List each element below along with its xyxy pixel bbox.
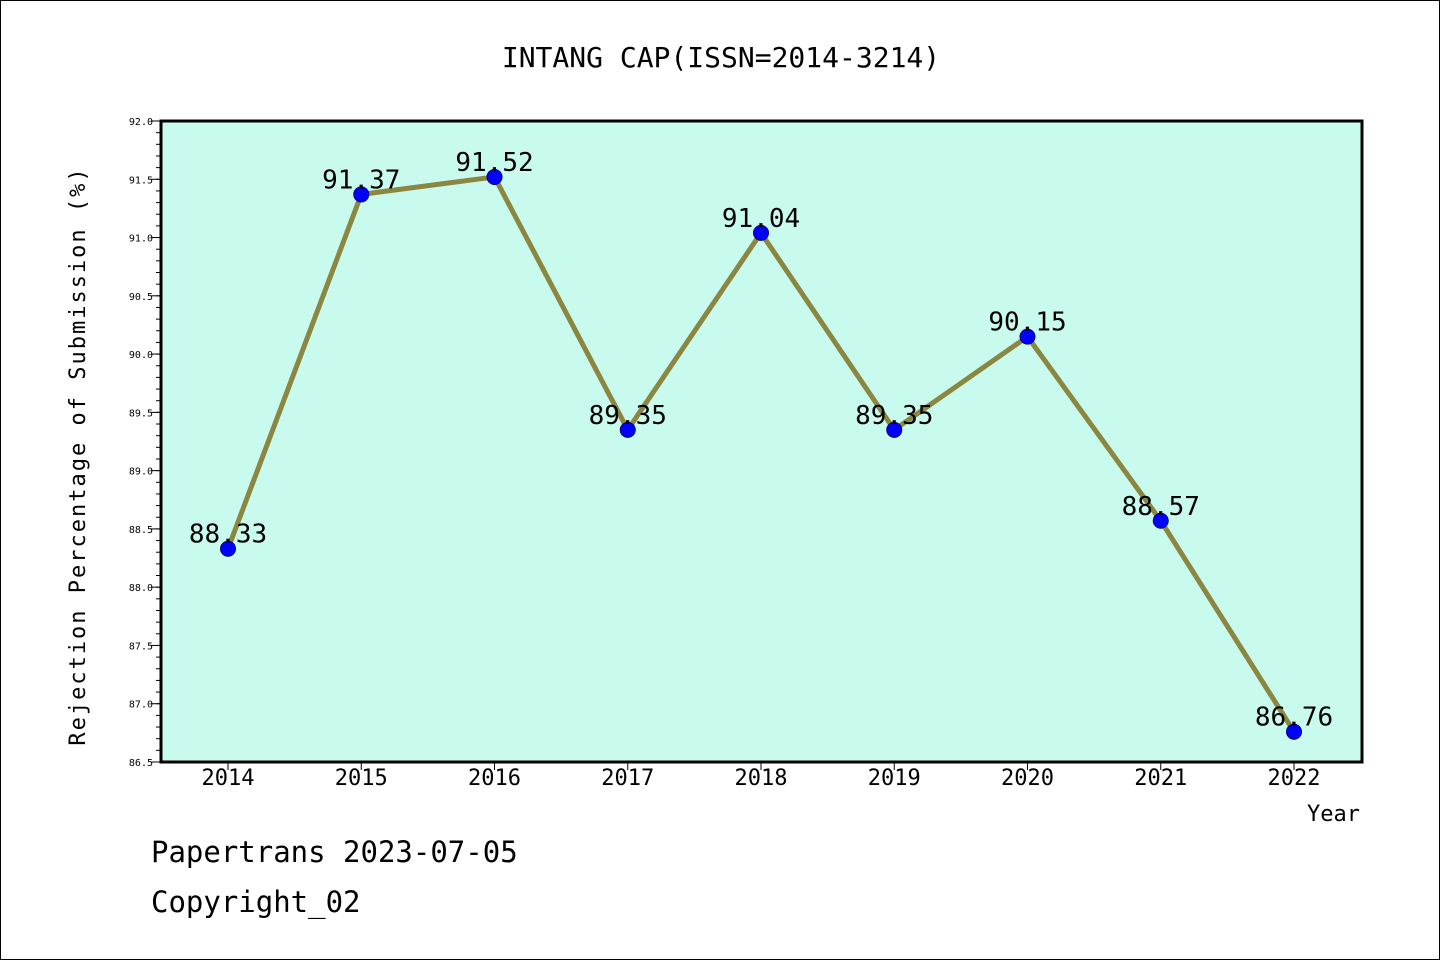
y-tick-label: 90.0: [129, 350, 153, 361]
y-tick-label: 91.5: [129, 175, 153, 186]
y-tick-label: 87.0: [129, 700, 153, 711]
y-tick-label: 86.5: [129, 758, 153, 769]
data-point-marker: [353, 186, 370, 203]
y-tick-label: 88.0: [129, 583, 153, 594]
y-tick-label: 89.0: [129, 467, 153, 478]
y-tick-label: 92.0: [129, 117, 153, 128]
data-point-marker: [1286, 723, 1302, 740]
data-point-marker: [886, 421, 903, 438]
data-point-marker: [753, 224, 769, 241]
y-tick-label: 91.0: [129, 234, 153, 245]
data-point-marker: [619, 421, 636, 438]
chart-title: INTANG CAP(ISSN=2014-3214): [502, 41, 940, 74]
data-point-marker: [486, 168, 503, 185]
x-tick-label: 2019: [868, 766, 921, 791]
x-tick-label: 2016: [468, 766, 521, 791]
data-label: 89.35: [589, 401, 667, 431]
x-axis-ticks: 2014 2015 2016 2017 2018 2019 2020 2021 2022: [202, 762, 1321, 791]
y-tick-label: 89.5: [129, 408, 153, 419]
footer-copyright: Copyright_02: [151, 885, 361, 919]
data-label: 91.52: [455, 148, 533, 178]
x-tick-label: 2021: [1134, 766, 1187, 791]
x-tick-label: 2017: [601, 766, 654, 791]
data-label: 88.57: [1122, 492, 1200, 522]
data-point-marker: [220, 540, 236, 557]
y-axis-ticks: 86.5 87.0 87.5 88.0 88.5 89.0 89.5 90.0 90.5 91.0…: [129, 117, 161, 769]
data-label: 91.37: [322, 165, 400, 195]
data-point-marker: [1152, 512, 1169, 529]
x-tick-label: 2022: [1268, 766, 1321, 791]
x-tick-label: 2014: [202, 766, 255, 791]
x-tick-label: 2018: [735, 766, 788, 791]
x-tick-label: 2015: [335, 766, 388, 791]
data-label: 89.35: [855, 401, 933, 431]
y-tick-label: 90.5: [129, 292, 153, 303]
data-point-marker: [1019, 328, 1036, 345]
data-label: 88.33: [189, 520, 267, 550]
data-label: 91.04: [722, 204, 800, 234]
series-group: 88.33 91.37 91.52 89.35 91.04 89.35 90.15 88.57…: [189, 148, 1333, 740]
y-axis-label: Rejection Percentage of Submission (%): [66, 166, 91, 745]
footer-date: Papertrans 2023-07-05: [151, 835, 518, 869]
x-axis-label: Year: [1307, 802, 1360, 827]
y-tick-label: 88.5: [129, 525, 153, 536]
x-tick-label: 2020: [1001, 766, 1054, 791]
data-label: 90.15: [988, 308, 1066, 338]
y-tick-label: 87.5: [129, 641, 153, 652]
data-label: 86.76: [1255, 703, 1333, 733]
